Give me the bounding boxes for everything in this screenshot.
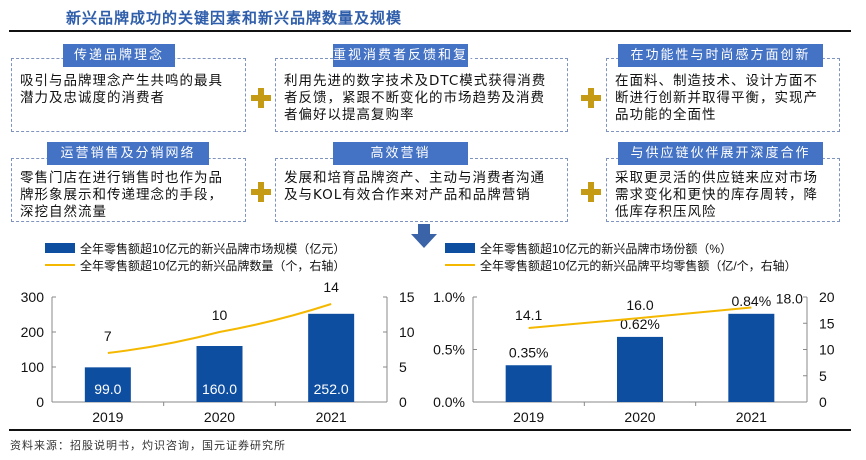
- factor-box: 采取更灵活的供应链来应对市场需求变化和更快的库存周转，降低库存积压风险: [606, 158, 840, 222]
- bar-label: 0.62%: [620, 316, 660, 332]
- line-series: [528, 306, 752, 329]
- legend-bar-label: 全年零售额超10亿元的新兴品牌市场份额（%）: [480, 241, 732, 256]
- legend-line-label: 全年零售额超10亿元的新兴品牌数量（个，右轴）: [80, 258, 345, 273]
- line-label: 16.0: [626, 297, 653, 313]
- plus-icon: [581, 88, 601, 108]
- right-tick-label: 15: [399, 289, 415, 305]
- left-tick-label: 0: [36, 394, 44, 410]
- right-tick-label: 5: [819, 368, 827, 384]
- line-label: 14: [323, 279, 339, 295]
- factor-tag: 重视消费者反馈和复购: [333, 44, 481, 67]
- bar-label: 160.0: [202, 381, 237, 397]
- factor-text: 利用先进的数字技术及DTC模式获得消费者反馈，紧跟不断变化的市场趋势及消费者偏好…: [284, 73, 547, 123]
- factor-text: 发展和培育品牌资产、主动与消费者沟通及与KOL有效合作来对产品和品牌营销: [284, 170, 545, 203]
- x-tick-label: 2020: [204, 409, 235, 425]
- line-label: 18.0: [776, 291, 803, 307]
- left-tick-label: 200: [21, 324, 45, 340]
- bar: [308, 313, 355, 402]
- bar-label: 0.35%: [509, 344, 549, 360]
- bar: [728, 313, 775, 402]
- factor-tag: 运营销售及分销网络: [47, 142, 209, 165]
- source-note: 资料来源：招股说明书，灼识咨询，国元证券研究所: [10, 439, 286, 452]
- x-tick-label: 2019: [513, 409, 544, 425]
- left-tick-label: 1.0%: [433, 289, 465, 305]
- factor-box: 吸引与品牌理念产生共鸣的最具潜力及忠诚度的消费者: [11, 58, 246, 132]
- title-divider: [9, 30, 851, 32]
- bar: [196, 346, 243, 402]
- line-label: 7: [104, 328, 112, 344]
- x-tick-label: 2020: [624, 409, 655, 425]
- bar: [505, 365, 552, 402]
- bar-label: 0.84%: [731, 293, 771, 309]
- factor-text: 采取更灵活的供应链来应对市场需求变化和更快的库存周转，降低库存积压风险: [615, 170, 818, 220]
- factor-box: 在面料、制造技术、设计方面不断进行创新并取得平衡，实现产品功能的全面性: [606, 58, 840, 132]
- x-tick-label: 2021: [316, 409, 347, 425]
- footer-divider: [9, 429, 851, 431]
- legend-bar-swatch: [445, 243, 475, 253]
- left-tick-label: 100: [21, 359, 45, 375]
- right-tick-label: 15: [819, 315, 835, 331]
- bar: [617, 336, 663, 402]
- left-tick-label: 0.5%: [433, 342, 465, 358]
- bar-label: 99.0: [94, 381, 121, 397]
- line-label: 10: [212, 307, 228, 323]
- factor-box: 发展和培育品牌资产、主动与消费者沟通及与KOL有效合作来对产品和品牌营销: [275, 158, 568, 222]
- factor-text: 吸引与品牌理念产生共鸣的最具潜力及忠诚度的消费者: [20, 73, 223, 106]
- legend-bar-swatch: [45, 243, 75, 253]
- line-series: [107, 303, 332, 354]
- x-tick-label: 2021: [736, 409, 767, 425]
- factor-box: 零售门店在进行销售时也作为品牌形象展示和传递理念的手段，深挖自然流量: [11, 158, 246, 222]
- brand-share-chart: 全年零售额超10亿元的新兴品牌市场份额（%） 全年零售额超10亿元的新兴品牌平均零…: [433, 241, 835, 425]
- down-arrow-icon: [411, 224, 437, 248]
- right-tick-label: 0: [399, 394, 407, 410]
- brand-scale-chart: 全年零售额超10亿元的新兴品牌市场规模（亿元） 全年零售额超10亿元的新兴品牌数量…: [21, 241, 415, 425]
- right-tick-label: 0: [819, 394, 827, 410]
- plus-icon: [251, 88, 271, 108]
- legend-bar-label: 全年零售额超10亿元的新兴品牌市场规模（亿元）: [80, 241, 345, 256]
- factor-box: 利用先进的数字技术及DTC模式获得消费者反馈，紧跟不断变化的市场趋势及消费者偏好…: [275, 58, 568, 132]
- right-tick-label: 5: [399, 359, 407, 375]
- left-tick-label: 300: [21, 289, 45, 305]
- bar-label: 252.0: [314, 381, 349, 397]
- plus-icon: [251, 182, 271, 202]
- page-title: 新兴品牌成功的关键因素和新兴品牌数量及规模: [66, 9, 403, 27]
- right-tick-label: 20: [819, 289, 835, 305]
- x-tick-label: 2019: [92, 409, 123, 425]
- line-label: 14.1: [515, 307, 542, 323]
- factor-text: 零售门店在进行销售时也作为品牌形象展示和传递理念的手段，深挖自然流量: [20, 170, 223, 220]
- right-tick-label: 10: [819, 342, 835, 358]
- right-tick-label: 10: [399, 324, 415, 340]
- factor-tag: 传递品牌理念: [63, 44, 175, 67]
- factor-tag: 高效营销: [333, 142, 468, 165]
- factor-tag: 与供应链伙伴展开深度合作: [618, 142, 823, 165]
- left-tick-label: 0.0%: [433, 394, 465, 410]
- legend-line-label: 全年零售额超10亿元的新兴品牌平均零售额（亿/个，右轴）: [480, 258, 797, 273]
- bar: [84, 367, 131, 402]
- plus-icon: [581, 182, 601, 202]
- factor-tag: 在功能性与时尚感方面创新: [618, 44, 823, 67]
- factor-text: 在面料、制造技术、设计方面不断进行创新并取得平衡，实现产品功能的全面性: [615, 73, 818, 123]
